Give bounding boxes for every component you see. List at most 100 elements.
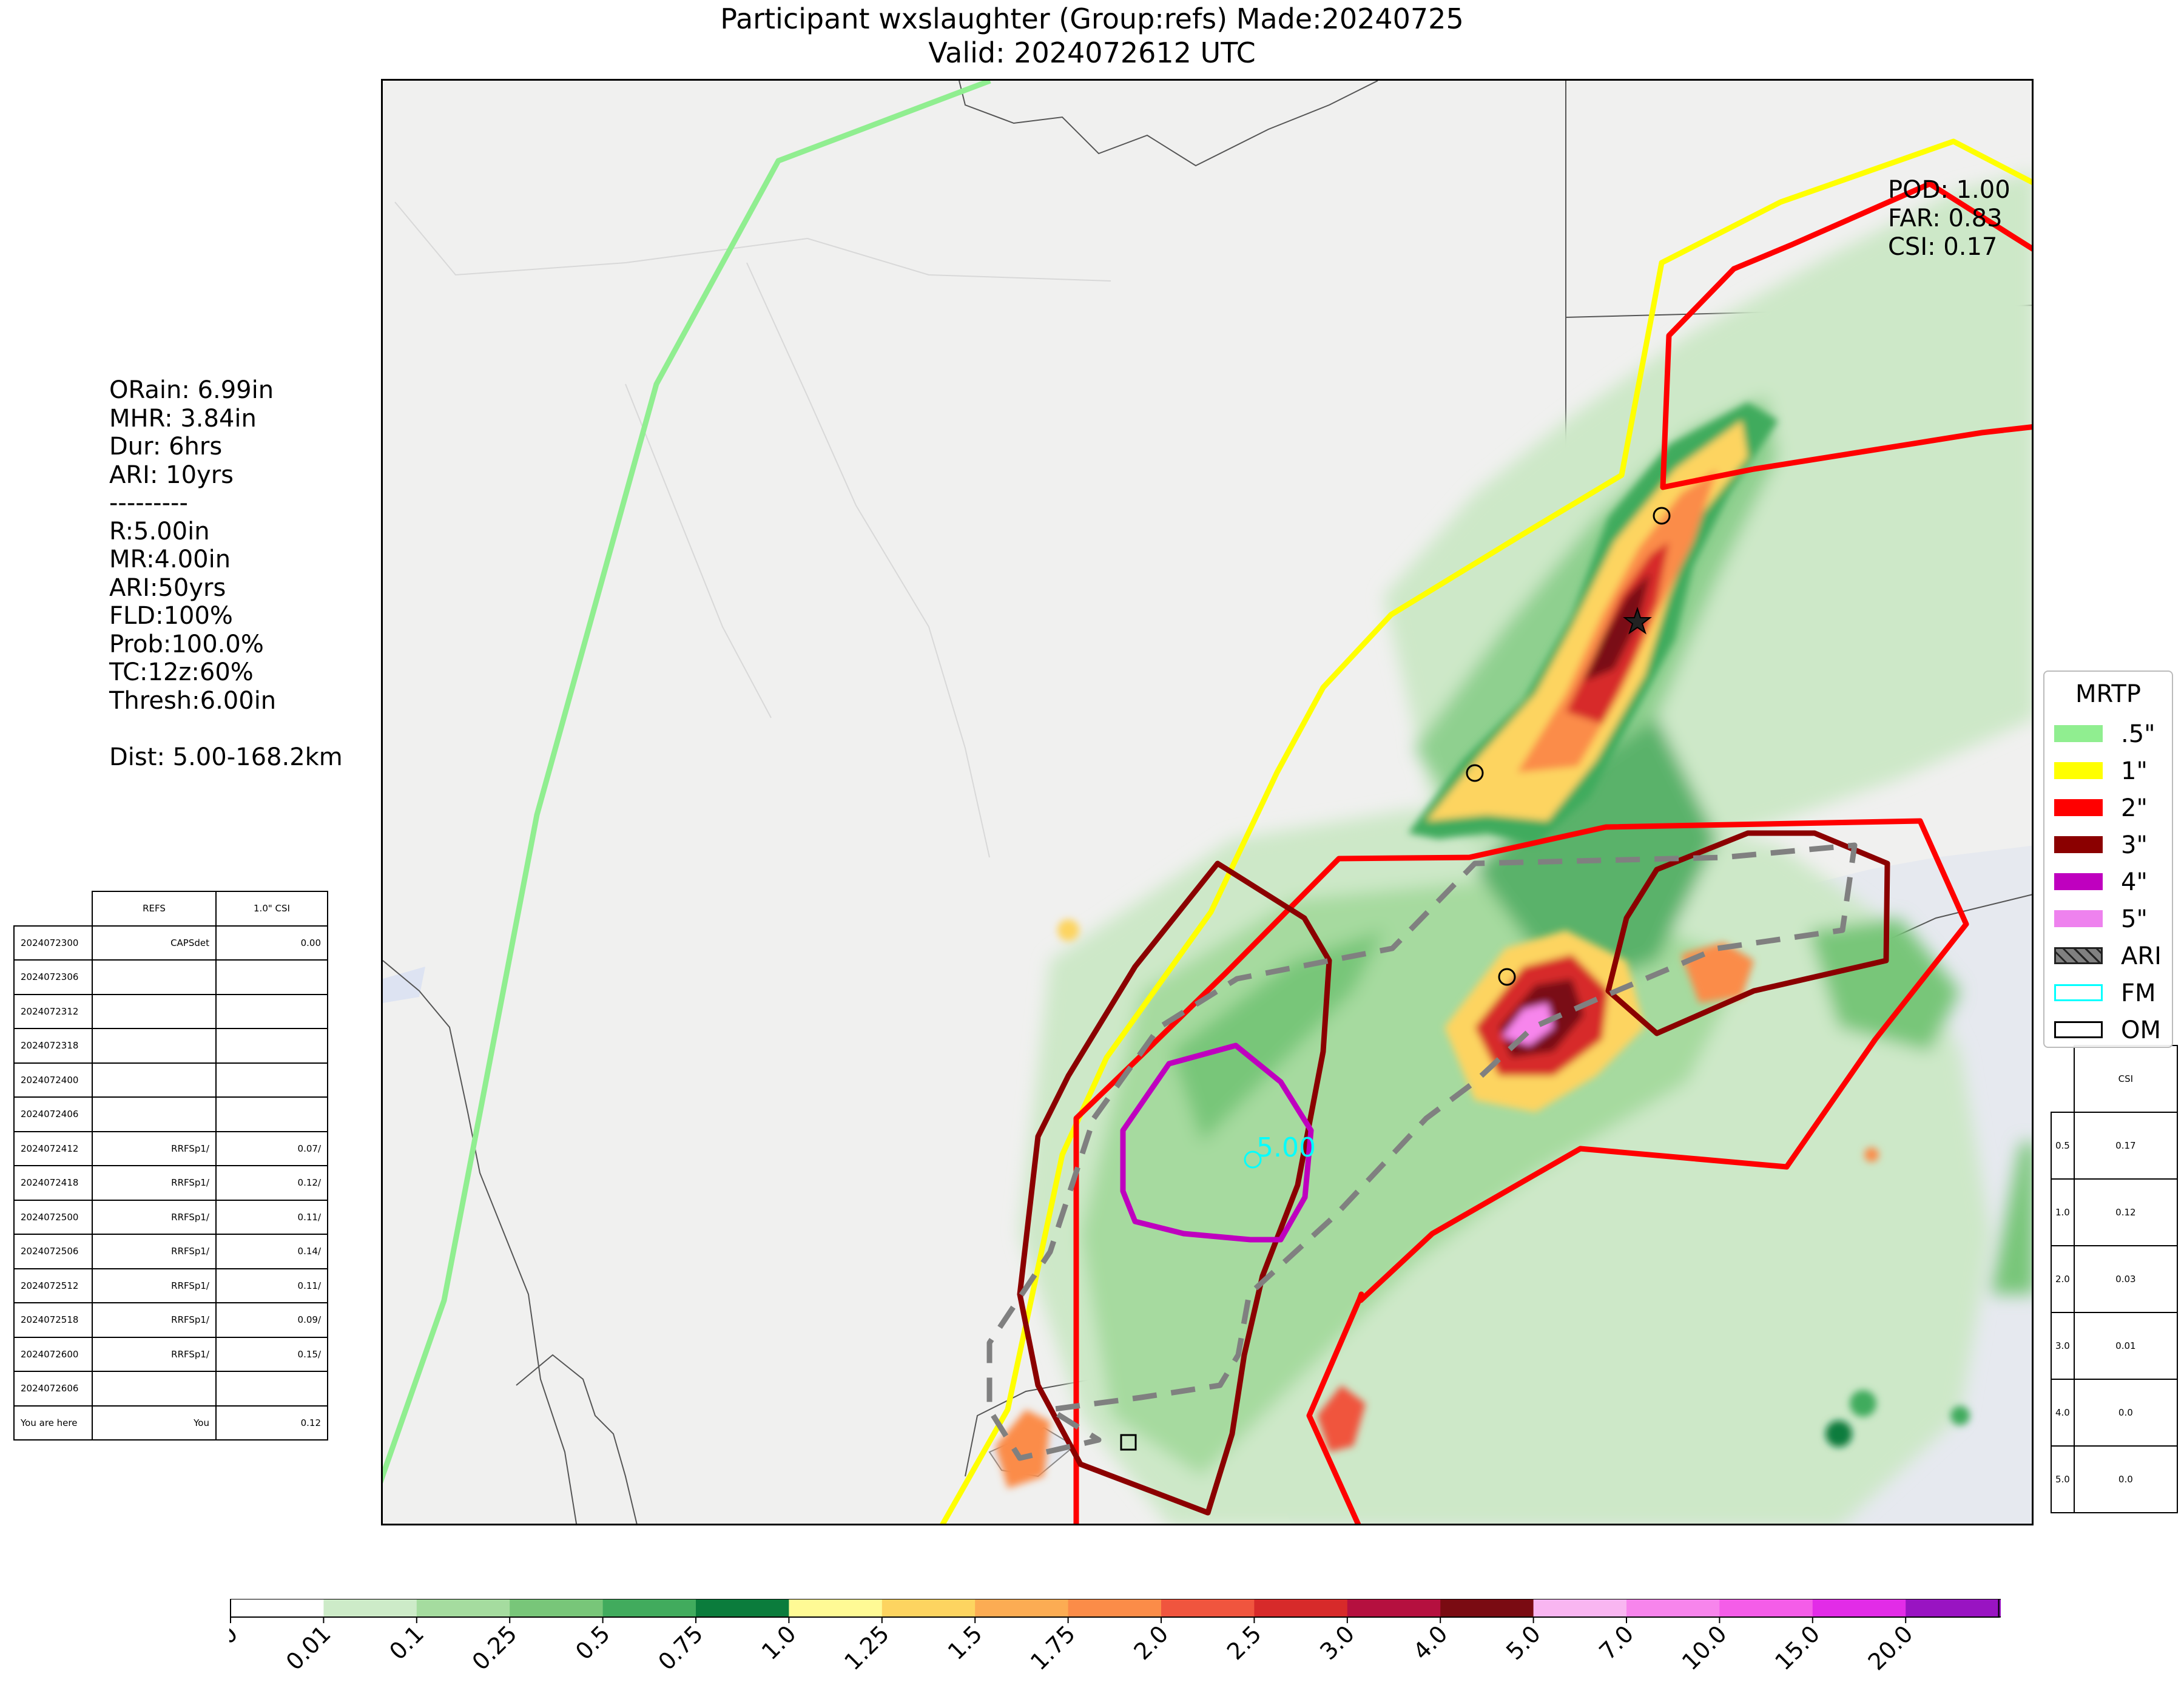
colorbar-tick-label: 20.0 — [1863, 1620, 1918, 1675]
table-row: 2024072518 RRFSp1/0.09/ — [13, 1302, 328, 1338]
runs-table: REFS 1.0" CSI 2024072300 CAPSdet 0.00 2024072… — [13, 891, 328, 1441]
legend-title: MRTP — [2075, 680, 2141, 708]
colorbar-tick-label: 2.5 — [1222, 1620, 1267, 1665]
contour-2in-south — [1073, 818, 1969, 1524]
colorbar-segment — [789, 1599, 883, 1617]
table-cell: 2024072512 — [13, 1268, 93, 1303]
table-cell — [215, 959, 328, 995]
stat-mr: MR:4.00in — [109, 546, 231, 573]
table-cell: 2024072412 — [13, 1130, 93, 1166]
table-cell — [2051, 1045, 2075, 1113]
legend-label: 2" — [2121, 794, 2148, 822]
table-row: 1.0 0.12 — [2051, 1178, 2178, 1246]
legend-label: 1" — [2121, 757, 2148, 785]
table-row: 2024072306 — [13, 959, 328, 995]
colorbar-segment — [1533, 1599, 1627, 1617]
colorbar-segment — [416, 1599, 510, 1617]
colorbar-tick-label: 0.0 — [229, 1620, 243, 1665]
table-cell: CAPSdet — [92, 925, 217, 961]
table-row: 2024072506 RRFSp1/0.14/ — [13, 1234, 328, 1269]
table-cell: RRFSp1/ — [92, 1199, 217, 1235]
table-cell: RRFSp1/ — [92, 1302, 217, 1338]
legend-swatch — [2054, 1021, 2103, 1038]
stat-tc: TC:12z:60% — [109, 658, 254, 686]
colorbar-outline — [230, 1598, 2000, 1618]
legend-label: OM — [2121, 1016, 2161, 1044]
table-cell: 2024072406 — [13, 1096, 93, 1132]
stat-orain: ORain: 6.99in — [109, 376, 274, 404]
table-cell: RRFSp1/ — [92, 1336, 217, 1372]
legend-swatch — [2054, 762, 2103, 779]
table-cell — [92, 1062, 217, 1098]
table-cell: 0.12 — [215, 1405, 328, 1441]
colorbar-segment — [1440, 1599, 1534, 1617]
mrtp-contours — [383, 81, 2032, 1524]
rainfall-map: 5.00 — [383, 81, 2032, 1524]
table-cell — [92, 993, 217, 1029]
colorbar-tick-label: 0.1 — [384, 1620, 429, 1665]
table-cell: 3.0 — [2051, 1312, 2075, 1380]
legend-swatch — [2054, 910, 2103, 927]
table-cell: 0.12/ — [215, 1165, 328, 1201]
contour-3in-west — [1017, 860, 1332, 1516]
colorbar-segment — [1906, 1599, 2000, 1617]
fm-point — [1244, 1150, 1262, 1169]
stat-dur: Dur: 6hrs — [109, 433, 223, 461]
score-csi: CSI: 0.17 — [1888, 233, 1998, 261]
contour-1in — [940, 138, 2032, 1524]
colorbar-segment — [323, 1599, 417, 1617]
contour-2in-north — [1660, 181, 2032, 490]
map-panel: 5.00 — [381, 79, 2034, 1525]
table-row: 2024072606 — [13, 1371, 328, 1407]
colorbar-segment — [1068, 1599, 1162, 1617]
table-cell: RRFSp1/ — [92, 1165, 217, 1201]
legend-swatch — [2054, 725, 2103, 742]
table-cell: 2024072600 — [13, 1336, 93, 1372]
table-cell: 2.0 — [2051, 1245, 2075, 1313]
table-cell: RRFSp1/ — [92, 1234, 217, 1269]
colorbar-tick-label: 0.75 — [653, 1620, 708, 1675]
colorbar-segment — [1719, 1599, 1813, 1617]
table-cell: RRFSp1/ — [92, 1268, 217, 1303]
table-row: 0.5 0.17 — [2051, 1112, 2178, 1180]
colorbar-tick-label: 1.75 — [1025, 1620, 1080, 1675]
table-row: 2024072300 CAPSdet 0.00 — [13, 925, 328, 961]
table-cell: 0.03 — [2073, 1245, 2178, 1313]
stat-r: R:5.00in — [109, 517, 210, 546]
legend-label: 4" — [2121, 868, 2148, 896]
table-cell: You are here — [13, 1405, 93, 1441]
stat-prob: Prob:100.0% — [109, 630, 264, 658]
table-row: 3.0 0.01 — [2051, 1312, 2178, 1380]
legend-swatch — [2054, 984, 2103, 1001]
table-cell: 0.07/ — [215, 1130, 328, 1166]
table-cell: 0.14/ — [215, 1234, 328, 1269]
table-cell — [215, 1062, 328, 1098]
colorbar-segment — [696, 1599, 789, 1617]
legend-label: .5" — [2121, 720, 2155, 748]
table-cell — [92, 959, 217, 995]
table-cell: 1.0" CSI — [215, 891, 328, 927]
colorbar-segment — [510, 1599, 604, 1617]
colorbar-segment — [1254, 1599, 1348, 1617]
table-cell: 2024072500 — [13, 1199, 93, 1235]
valid-time: Valid: 2024072612 UTC — [928, 36, 1256, 69]
colorbar-segment — [975, 1599, 1069, 1617]
bay-water — [383, 967, 425, 1003]
table-cell: 4.0 — [2051, 1379, 2075, 1447]
markers — [1120, 507, 1671, 1451]
colorbar-svg: 0.0 0.01 0.1 0.25 0.5 0.75 1.0 1.25 1.5 1.75 2.0 2.… — [198, 1598, 2078, 1675]
table-cell: 1.0 — [2051, 1178, 2075, 1246]
ari-region — [986, 842, 1858, 1461]
score-far: FAR: 0.83 — [1888, 204, 2003, 232]
table-cell: 2024072312 — [13, 993, 93, 1029]
colorbar-tick-label: 2.0 — [1129, 1620, 1174, 1665]
colorbar-tick-label: 3.0 — [1315, 1620, 1360, 1665]
table-row: 2024072312 — [13, 993, 328, 1029]
colorbar-tick-label: 7.0 — [1594, 1620, 1639, 1665]
score-pod: POD: 1.00 — [1888, 176, 2010, 204]
stats-panel: ORain: 6.99in MHR: 3.84in Dur: 6hrs ARI: 10… — [109, 376, 343, 771]
colorbar-tick-label: 4.0 — [1408, 1620, 1453, 1665]
stat-mhr: MHR: 3.84in — [109, 404, 257, 433]
stat-ari: ARI: 10yrs — [109, 461, 234, 489]
contour-4in — [1120, 1042, 1314, 1243]
